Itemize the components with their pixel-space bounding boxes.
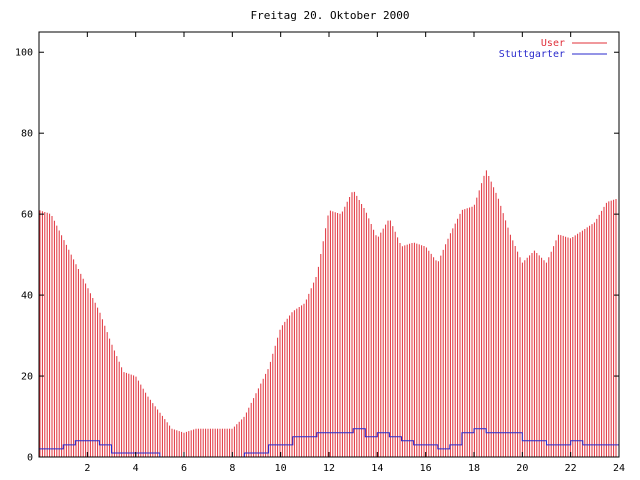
chart-title: Freitag 20. Oktober 2000 <box>251 9 410 22</box>
x-tick-label: 16 <box>420 463 432 474</box>
x-tick-label: 12 <box>323 463 335 474</box>
y-tick-label: 0 <box>27 453 33 464</box>
x-tick-label: 8 <box>229 463 235 474</box>
user-bars <box>39 170 617 457</box>
x-tick-label: 14 <box>371 463 383 474</box>
y-tick-label: 20 <box>21 372 33 383</box>
legend-label-user: User <box>541 38 565 49</box>
x-tick-label: 22 <box>565 463 577 474</box>
x-tick-label: 2 <box>84 463 90 474</box>
x-tick-label: 4 <box>133 463 139 474</box>
y-tick-label: 40 <box>21 291 33 302</box>
x-tick-label: 18 <box>468 463 480 474</box>
y-tick-label: 60 <box>21 210 33 221</box>
x-tick-label: 6 <box>181 463 187 474</box>
y-tick-label: 80 <box>21 129 33 140</box>
legend-label-stuttgarter: Stuttgarter <box>499 49 565 60</box>
stuttgarter-line <box>39 428 620 458</box>
legend: User Stuttgarter <box>499 38 607 60</box>
x-tick-label: 24 <box>613 463 625 474</box>
x-tick-label: 10 <box>275 463 287 474</box>
y-tick-label: 100 <box>15 48 33 59</box>
x-tick-label: 20 <box>516 463 528 474</box>
